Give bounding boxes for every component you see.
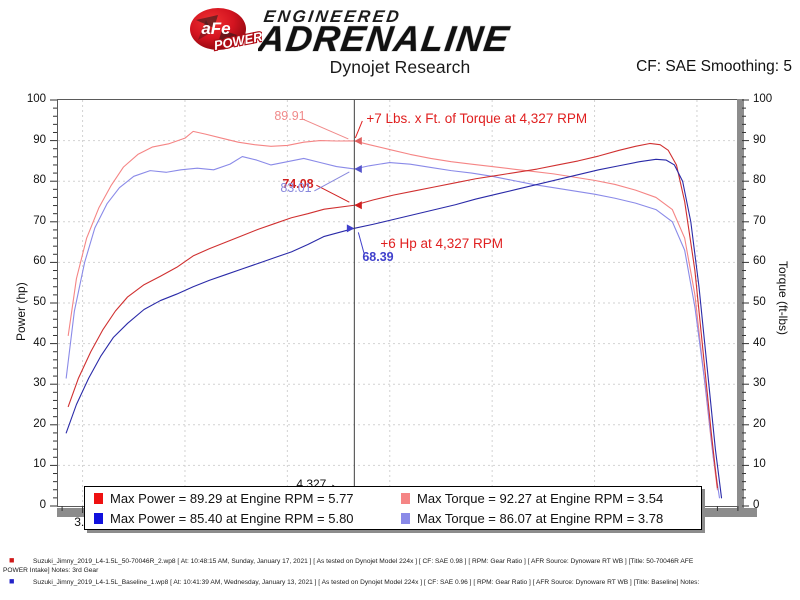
y-tick-label-right: 0 (753, 499, 760, 511)
legend-row: Max Power = 89.29 at Engine RPM = 5.77 (94, 488, 354, 509)
y-tick-label-right: 60 (753, 255, 766, 268)
annotation-hp-gain: +6 Hp at 4,327 RPM (380, 236, 504, 252)
y-tick-label-right: 50 (753, 296, 766, 308)
readout-power-blue: 68.39 (362, 250, 394, 265)
legend-box: Max Power = 89.29 at Engine RPM = 5.77 M… (84, 486, 702, 530)
y-tick-label: 50 (33, 296, 46, 308)
run1-description: Suzuki_Jimny_2019_L4-1.5L_50-70046R_2.wp… (33, 557, 793, 566)
svg-text:®: ® (246, 15, 250, 22)
readout-torque-blue: 83.01 (280, 180, 312, 195)
engineered-word: ENGINEERED (263, 7, 403, 26)
run1-description-cont: POWER Intake] Notes: 3rd Gear (3, 566, 763, 575)
run1-bullet-icon: ■ (9, 555, 15, 565)
plot-region: 100 90 80 70 60 50 40 30 20 10 0 100 90 80 70 60 50 40 30… (0, 88, 800, 599)
legend-label: Max Power = 89.29 at Engine RPM = 5.77 (110, 491, 354, 506)
y-tick-label-right: 30 (753, 377, 766, 390)
footer: ■ Suzuki_Jimny_2019_L4-1.5L_50-70046R_2.… (0, 552, 800, 600)
y-tick-label-right: 90 (753, 133, 766, 146)
engineered-adrenaline-logo: ENGINEERED ADRENALINE (254, 2, 588, 59)
annotation-torque-gain: +7 Lbs. x Ft. of Torque at 4,327 RPM (366, 110, 588, 126)
header: aFe ® POWER ENGINEERED ADRENALINE Dynoje… (0, 0, 800, 88)
y-tick-label: 20 (33, 417, 46, 430)
legend-swatch-pink (401, 493, 410, 504)
run2-description: Suzuki_Jimny_2019_L4-1.5L_Baseline_1.wp8… (33, 578, 798, 587)
legend-label: Max Power = 85.40 at Engine RPM = 5.80 (110, 511, 354, 526)
readout-torque-red: 89.91 (274, 108, 306, 123)
y-tick-label: 30 (33, 377, 46, 390)
legend-row: Max Power = 85.40 at Engine RPM = 5.80 (94, 508, 354, 529)
legend-label: Max Torque = 86.07 at Engine RPM = 3.78 (417, 511, 664, 526)
y-tick-label-right: 100 (753, 93, 773, 105)
y-axis-right-title: Torque (ft-lbs) (776, 261, 790, 336)
legend-swatch-blue (94, 513, 103, 524)
gridlines (58, 100, 742, 506)
legend-row: Max Torque = 86.07 at Engine RPM = 3.78 (401, 508, 663, 529)
legend-swatch-red (94, 493, 103, 504)
adrenaline-word: ADRENALINE (258, 18, 513, 57)
y-tick-label: 70 (33, 214, 46, 227)
y-tick-label: 0 (39, 499, 46, 511)
run2-bullet-icon: ■ (9, 576, 15, 586)
afe-power-logo-icon: aFe ® POWER (184, 6, 265, 54)
chart-subtitle: Dynojet Research (329, 57, 471, 77)
y-tick-label-right: 70 (753, 214, 766, 227)
run2-line1: Suzuki_Jimny_2019_L4-1.5L_Baseline_1.wp8… (33, 579, 700, 586)
y-tick-label: 100 (26, 93, 46, 105)
y-tick-label: 40 (33, 336, 46, 349)
y-tick-label: 60 (33, 255, 46, 268)
legend-label: Max Torque = 92.27 at Engine RPM = 3.54 (417, 491, 664, 506)
y-axis-left-title: Power (hp) (14, 282, 28, 341)
y-tick-label-right: 10 (753, 458, 766, 471)
y-tick-label: 80 (33, 174, 46, 187)
run1-line2: POWER Intake] Notes: 3rd Gear (3, 567, 99, 574)
right-frame-bar (737, 99, 744, 508)
y-tick-label: 10 (33, 458, 46, 471)
correction-factor-label: CF: SAE Smoothing: 5 (636, 58, 792, 75)
legend-swatch-lightblue (401, 513, 410, 524)
run1-line1: Suzuki_Jimny_2019_L4-1.5L_50-70046R_2.wp… (33, 558, 694, 565)
y-tick-label: 90 (33, 133, 46, 146)
y-tick-label-right: 40 (753, 336, 766, 349)
legend-row: Max Torque = 92.27 at Engine RPM = 3.54 (401, 488, 663, 509)
readout-power-red: 74.08 (282, 177, 314, 192)
plot-area (57, 99, 743, 507)
y-tick-label-right: 80 (753, 174, 766, 187)
annotation-arrows (302, 100, 365, 506)
svg-text:aFe: aFe (201, 19, 230, 38)
y-tick-label-right: 20 (753, 417, 766, 430)
